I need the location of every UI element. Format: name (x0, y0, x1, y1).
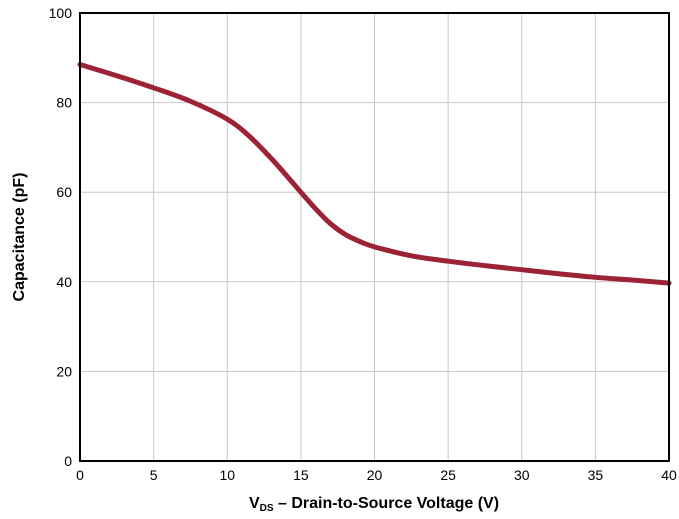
grid (80, 13, 669, 461)
plot-frame (79, 12, 670, 462)
x-tick-label-5: 25 (440, 467, 456, 483)
x-tick-label-8: 40 (661, 467, 677, 483)
y-tick-label-5: 100 (49, 5, 73, 21)
x-tick-label-3: 15 (293, 467, 309, 483)
y-tick-label-4: 80 (56, 95, 72, 111)
y-tick-label-2: 40 (56, 274, 72, 290)
x-tick-label-0: 0 (76, 467, 84, 483)
y-tick-label-0: 0 (64, 453, 72, 469)
y-tick-label-3: 60 (56, 184, 72, 200)
x-axis-ticks: 0 5 10 15 20 25 30 35 40 (76, 467, 677, 483)
x-tick-label-4: 20 (367, 467, 383, 483)
y-axis-title: Capacitance (pF) (11, 173, 28, 302)
y-tick-label-1: 20 (56, 363, 72, 379)
x-axis-title: VDS – Drain-to-Source Voltage (V) (249, 495, 499, 514)
x-axis-title-main: V (249, 495, 260, 512)
x-tick-label-1: 5 (150, 467, 158, 483)
x-axis-title-subscript: DS (260, 503, 274, 514)
series-layer (77, 62, 672, 286)
x-tick-label-6: 30 (514, 467, 530, 483)
series-line-0 (77, 62, 672, 286)
x-tick-label-7: 35 (588, 467, 604, 483)
x-tick-label-2: 10 (219, 467, 235, 483)
x-axis-title-rest: – Drain-to-Source Voltage (V) (274, 495, 500, 512)
y-axis-ticks: 0 20 40 60 80 100 (49, 5, 73, 469)
